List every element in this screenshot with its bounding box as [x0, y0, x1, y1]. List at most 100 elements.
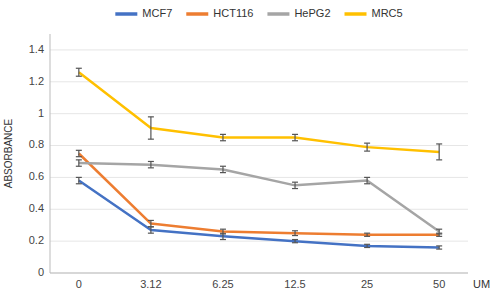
y-tick-label: 0.6 [29, 170, 44, 182]
chart: 00.20.40.60.811.21.403.126.2512.52550ABS… [0, 0, 500, 301]
legend-label: MCF7 [142, 7, 172, 19]
x-tick-label: 6.25 [212, 278, 233, 290]
grid-line [50, 81, 468, 82]
error-bar [220, 229, 226, 234]
error-stem [294, 231, 295, 236]
legend-label: HCT116 [213, 7, 253, 19]
error-cap [76, 68, 82, 69]
error-bar [148, 227, 154, 233]
error-bar [148, 117, 154, 139]
series-line [79, 181, 439, 248]
y-axis-label: ABSORBANCE [3, 118, 14, 188]
error-cap [436, 159, 442, 160]
error-bar [148, 161, 154, 167]
error-bar [76, 160, 82, 166]
error-cap [292, 230, 298, 231]
y-tick-label: 0 [38, 266, 44, 278]
error-cap [436, 245, 442, 246]
legend: MCF7 HCT116 HePG2 MRC5 [115, 7, 402, 19]
legend-swatch [345, 12, 367, 16]
x-tick-label: 3.12 [140, 278, 161, 290]
error-stem [78, 68, 79, 76]
error-bar [364, 233, 370, 236]
error-stem [439, 229, 440, 234]
series-line [79, 163, 439, 232]
error-cap [292, 182, 298, 183]
error-stem [78, 150, 79, 156]
legend-label: HePG2 [294, 7, 330, 19]
error-cap [364, 177, 370, 178]
error-cap [436, 236, 442, 237]
error-cap [292, 188, 298, 189]
error-bar [148, 220, 154, 226]
error-bar [76, 150, 82, 156]
error-cap [220, 172, 226, 173]
grid-line [50, 49, 468, 50]
error-bar [292, 240, 298, 243]
error-cap [220, 229, 226, 230]
error-cap [76, 177, 82, 178]
error-cap [364, 183, 370, 184]
error-stem [150, 220, 151, 226]
error-stem [150, 117, 151, 139]
error-stem [150, 227, 151, 233]
error-cap [76, 156, 82, 157]
y-axis [50, 34, 51, 273]
error-cap [76, 159, 82, 160]
error-cap [220, 134, 226, 135]
error-bar [220, 134, 226, 140]
y-tick-label: 0.4 [29, 202, 44, 214]
error-cap [148, 233, 154, 234]
error-bar [436, 229, 442, 234]
error-stem [367, 177, 368, 183]
error-bar [436, 246, 442, 249]
error-bar [220, 233, 226, 239]
error-cap [220, 239, 226, 240]
grid-line [50, 273, 468, 274]
legend-item: HCT116 [186, 7, 253, 19]
error-bar [292, 134, 298, 140]
error-cap [364, 143, 370, 144]
error-bar [292, 231, 298, 236]
error-cap [436, 229, 442, 230]
error-cap [292, 242, 298, 243]
grid-line [50, 113, 468, 114]
error-cap [364, 151, 370, 152]
error-cap [148, 226, 154, 227]
legend-label: MRC5 [372, 7, 403, 19]
x-tick-label: 0 [76, 278, 82, 290]
y-tick-label: 1.4 [29, 43, 44, 55]
error-bar [364, 143, 370, 151]
error-bar [220, 166, 226, 172]
error-bar [292, 182, 298, 188]
error-cap [364, 247, 370, 248]
error-bar [76, 68, 82, 76]
legend-swatch [115, 12, 137, 16]
error-cap [220, 140, 226, 141]
y-tick-label: 0.8 [29, 138, 44, 150]
x-axis [50, 273, 468, 274]
error-cap [364, 236, 370, 237]
error-cap [436, 233, 442, 234]
y-tick-label: 1 [38, 107, 44, 119]
error-cap [148, 161, 154, 162]
error-stem [439, 144, 440, 160]
error-cap [292, 140, 298, 141]
grid-line [50, 241, 468, 242]
legend-swatch [267, 12, 289, 16]
x-tick-label: 12.5 [284, 278, 305, 290]
error-cap [292, 134, 298, 135]
error-cap [76, 150, 82, 151]
x-tick-label: 50 [433, 278, 445, 290]
y-tick-label: 1.2 [29, 75, 44, 87]
error-cap [148, 226, 154, 227]
error-cap [436, 249, 442, 250]
grid-line [50, 145, 468, 146]
error-stem [78, 177, 79, 183]
error-stem [367, 143, 368, 151]
error-cap [220, 233, 226, 234]
error-stem [78, 160, 79, 166]
legend-swatch [186, 12, 208, 16]
error-cap [148, 220, 154, 221]
error-cap [148, 167, 154, 168]
